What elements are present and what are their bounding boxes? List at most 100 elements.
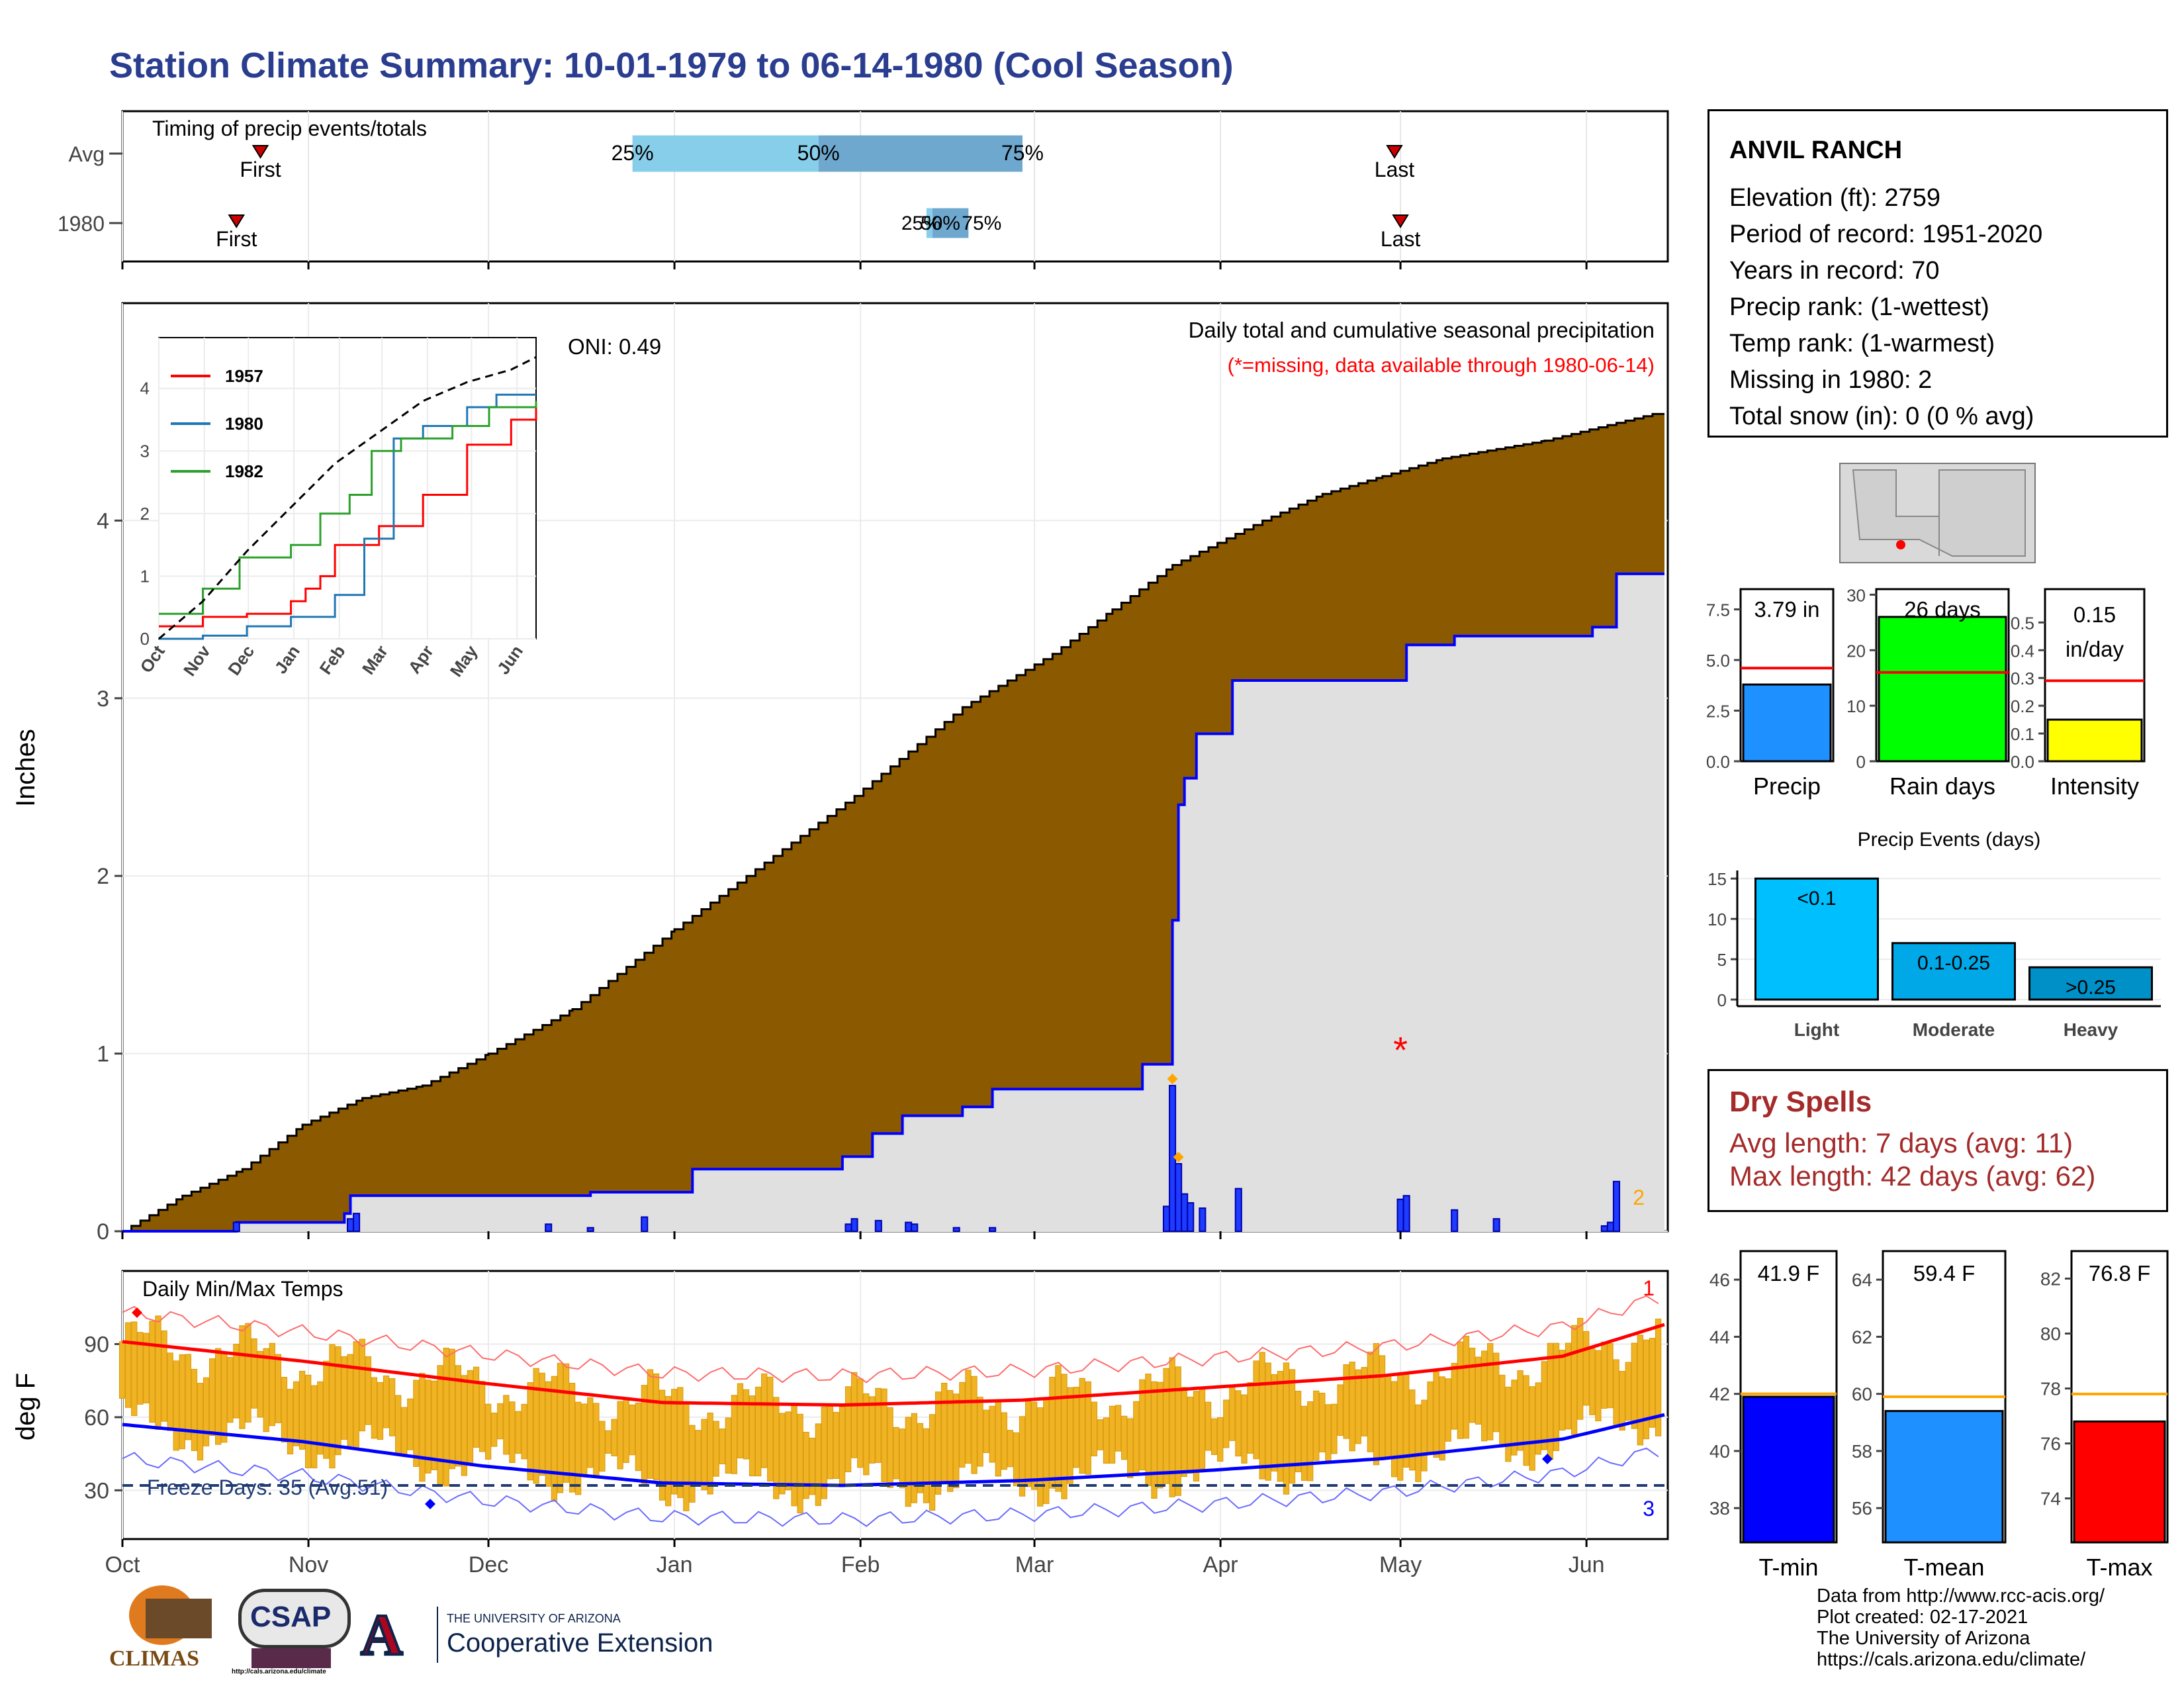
- daily-temp-bar: [1205, 1401, 1212, 1451]
- raindays_bar-value-bar: [1878, 616, 2007, 763]
- month-axis-label: Jun: [1569, 1552, 1605, 1577]
- daily-temp-bar: [1643, 1339, 1650, 1440]
- daily-precip-bar: [1181, 1193, 1189, 1232]
- daily-temp-bar: [419, 1372, 426, 1482]
- precip-events-y-tick-label: 5: [1717, 950, 1727, 970]
- daily-temp-bar: [1073, 1387, 1079, 1468]
- daily-temp-bar: [1085, 1381, 1091, 1475]
- daily-temp-bar: [1565, 1342, 1572, 1430]
- daily-temp-bar: [1295, 1391, 1302, 1472]
- temp-y-tick-label: 90: [84, 1332, 109, 1357]
- station-missing: Missing in 1980: 2: [1729, 366, 1933, 394]
- month-axis-label: Apr: [1203, 1552, 1238, 1577]
- timing-row-label: 1980: [58, 212, 105, 236]
- daily-temp-bar: [923, 1428, 930, 1503]
- daily-temp-bar: [353, 1341, 359, 1449]
- csap-mountain-icon: [251, 1648, 331, 1668]
- precip_bar-y-tick-label: 7.5: [1706, 600, 1730, 620]
- timing-last-marker: [1386, 145, 1403, 159]
- daily-temp-bar: [1007, 1430, 1014, 1468]
- daily-temp-bar: [1217, 1417, 1224, 1462]
- daily-temp-bar: [869, 1396, 876, 1464]
- daily-temp-bar: [1577, 1317, 1584, 1420]
- csap-logo: CSAP http://cals.arizona.edu/climate: [232, 1589, 351, 1678]
- daily-temp-bar: [395, 1395, 402, 1456]
- daily-temp-bar: [1523, 1375, 1529, 1466]
- daily-temp-bar: [1325, 1404, 1332, 1461]
- timing-first-label: First: [240, 158, 281, 181]
- tmean_bar-y-tick-label: 60: [1852, 1384, 1872, 1405]
- record-min-count: 3: [1643, 1497, 1655, 1521]
- daily-temp-bar: [1061, 1374, 1068, 1499]
- daily-temp-bar: [179, 1354, 185, 1450]
- inset-legend-label: 1980: [225, 414, 263, 434]
- daily-temp-bar: [1103, 1417, 1110, 1464]
- daily-temp-bar: [443, 1347, 449, 1487]
- daily-temp-bar: [1559, 1350, 1566, 1430]
- daily-temp-bar: [664, 1395, 672, 1507]
- daily-temp-bar: [461, 1375, 468, 1476]
- station-period: Period of record: 1951-2020: [1729, 220, 2043, 248]
- daily-temp-bar: [149, 1321, 156, 1423]
- inset-y-tick-label: 1: [140, 566, 150, 586]
- daily-temp-bar: [1631, 1342, 1637, 1429]
- daily-temp-bar: [221, 1353, 228, 1443]
- daily-temp-bar: [851, 1372, 858, 1458]
- daily-temp-bar: [545, 1381, 552, 1487]
- daily-temp-bar: [1265, 1362, 1271, 1481]
- footer-credits: Data from http://www.rcc-acis.org/ Plot …: [1817, 1585, 2105, 1670]
- daily-temp-bar: [473, 1366, 480, 1448]
- daily-temp-bar: [1469, 1347, 1476, 1423]
- daily-temp-bar: [1595, 1350, 1602, 1422]
- daily-temp-bar: [875, 1387, 882, 1463]
- tmax_bar-y-tick-label: 76: [2040, 1434, 2061, 1454]
- daily-temp-bar: [1613, 1359, 1619, 1427]
- raindays_bar-y-tick-label: 0: [1856, 752, 1866, 772]
- daily-temp-bar: [1283, 1362, 1290, 1495]
- daily-temp-bar: [1193, 1391, 1200, 1481]
- timing-bar-q50-q75: [818, 135, 1023, 172]
- record-max-count: 1: [1643, 1276, 1655, 1300]
- ua-extension-name: Cooperative Extension: [447, 1628, 713, 1658]
- intensity_bar-y-tick-label: 0.2: [2011, 696, 2034, 716]
- tmin_bar-y-tick-label: 40: [1709, 1441, 1730, 1462]
- daily-precip-bar: [1600, 1225, 1608, 1232]
- tmax_bar-y-tick-label: 78: [2040, 1379, 2061, 1399]
- daily-temp-bar: [1390, 1381, 1398, 1477]
- month-axis-label: Dec: [469, 1552, 508, 1577]
- daily-temp-bar: [1097, 1419, 1104, 1450]
- avg-tmax-line: [122, 1323, 1665, 1407]
- daily-temp-bar: [1300, 1405, 1308, 1481]
- daily-temp-bar: [593, 1403, 600, 1477]
- daily-temp-bar: [1133, 1401, 1140, 1476]
- daily-temp-bar: [779, 1413, 786, 1495]
- daily-temp-bar: [893, 1427, 899, 1479]
- daily-temp-bar: [899, 1429, 905, 1489]
- daily-precip-bar: [1612, 1180, 1621, 1233]
- climas-wordmark: CLIMAS: [109, 1646, 200, 1671]
- daily-temp-bar: [1031, 1401, 1038, 1490]
- daily-temp-bar: [275, 1354, 282, 1423]
- daily-temp-bar: [245, 1323, 251, 1423]
- precip-events-y-tick-label: 0: [1717, 990, 1727, 1010]
- precip-y-axis-label: Inches: [11, 729, 40, 807]
- daily-temp-bar: [689, 1425, 696, 1503]
- daily-temp-bar: [1505, 1386, 1512, 1462]
- tmax_bar-y-tick-label: 74: [2040, 1489, 2061, 1509]
- tmean_bar-y-tick-label: 56: [1852, 1498, 1872, 1519]
- precip-y-tick-label: 1: [97, 1042, 109, 1067]
- daily-temp-bar: [287, 1389, 294, 1455]
- timing-bar-q25-q50: [632, 135, 819, 172]
- timing-title: Timing of precip events/totals: [152, 117, 427, 140]
- daily-temp-bar: [323, 1360, 330, 1459]
- daily-temp-bar: [1409, 1389, 1416, 1471]
- daily-precip-bar: [911, 1223, 919, 1233]
- daily-temp-bar: [1337, 1384, 1343, 1436]
- timing-bar-q50-q75: [932, 208, 969, 238]
- timing-q50-label: 50%: [797, 141, 840, 165]
- daily-temp-bar: [1493, 1352, 1500, 1432]
- daily-precip-bar: [952, 1227, 960, 1232]
- daily-temp-bar: [1013, 1432, 1020, 1487]
- daily-temp-bar: [989, 1405, 995, 1463]
- daily-temp-bar: [1475, 1356, 1482, 1425]
